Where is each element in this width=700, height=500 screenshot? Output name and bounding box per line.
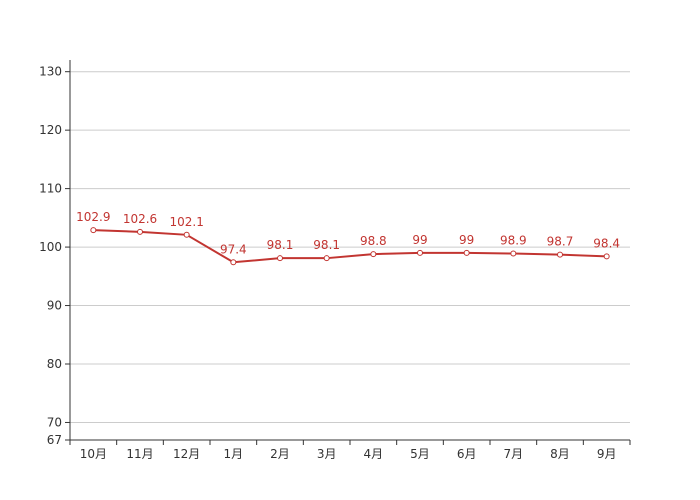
y-tick-label: 100 — [39, 240, 62, 254]
y-tick-label: 110 — [39, 182, 62, 196]
data-label: 97.4 — [220, 242, 247, 256]
x-tick-label: 6月 — [457, 447, 477, 461]
x-tick-label: 3月 — [317, 447, 337, 461]
data-point — [370, 251, 377, 258]
data-label: 98.9 — [500, 234, 527, 248]
data-label: 102.6 — [123, 212, 157, 226]
data-point — [230, 259, 237, 266]
series-line — [93, 229, 607, 264]
data-label: 98.1 — [267, 238, 294, 252]
data-point — [603, 253, 610, 260]
series-layer — [90, 227, 610, 266]
data-point — [183, 231, 190, 238]
data-labels: 102.9 102.6 102.1 97.4 98.1 98.1 98.8 99 99 98.9 9… — [76, 210, 620, 256]
y-tick-label: 90 — [47, 299, 62, 313]
data-label: 99 — [412, 233, 427, 247]
data-label: 98.7 — [547, 235, 574, 249]
data-point — [277, 255, 283, 262]
data-point — [463, 249, 470, 256]
x-tick-label: 4月 — [364, 447, 384, 461]
data-label: 98.4 — [593, 236, 620, 250]
x-tick-label: 8月 — [550, 447, 570, 461]
data-point — [137, 228, 143, 235]
grid-lines — [70, 71, 630, 423]
y-tick-label: 130 — [39, 65, 62, 79]
data-point — [510, 250, 517, 257]
x-axis: 10月 11月 12月 1月 2月 3月 4月 5月 6月 7月 8月 9月 — [69, 439, 631, 461]
x-tick-label: 5月 — [410, 447, 430, 461]
y-tick-label: 120 — [39, 123, 62, 137]
data-point — [90, 227, 97, 234]
y-tick-label: 70 — [47, 415, 62, 429]
data-point — [417, 249, 423, 256]
data-label: 99 — [459, 233, 474, 247]
data-point — [557, 251, 563, 258]
data-label: 98.1 — [313, 238, 340, 252]
x-tick-label: 12月 — [173, 447, 200, 461]
x-tick-label: 2月 — [270, 447, 290, 461]
x-tick-label: 1月 — [224, 447, 244, 461]
data-label: 102.9 — [76, 210, 110, 224]
y-axis: 67 70 80 90 100 110 120 130 — [39, 60, 71, 447]
data-label: 98.8 — [360, 234, 387, 248]
x-tick-label: 10月 — [80, 447, 107, 461]
x-tick-label: 11月 — [126, 447, 153, 461]
x-tick-label: 9月 — [597, 447, 617, 461]
y-tick-label: 80 — [47, 357, 62, 371]
y-tick-label: 67 — [47, 433, 62, 447]
data-label: 102.1 — [169, 215, 203, 229]
x-tick-label: 7月 — [504, 447, 524, 461]
data-point — [323, 255, 330, 262]
